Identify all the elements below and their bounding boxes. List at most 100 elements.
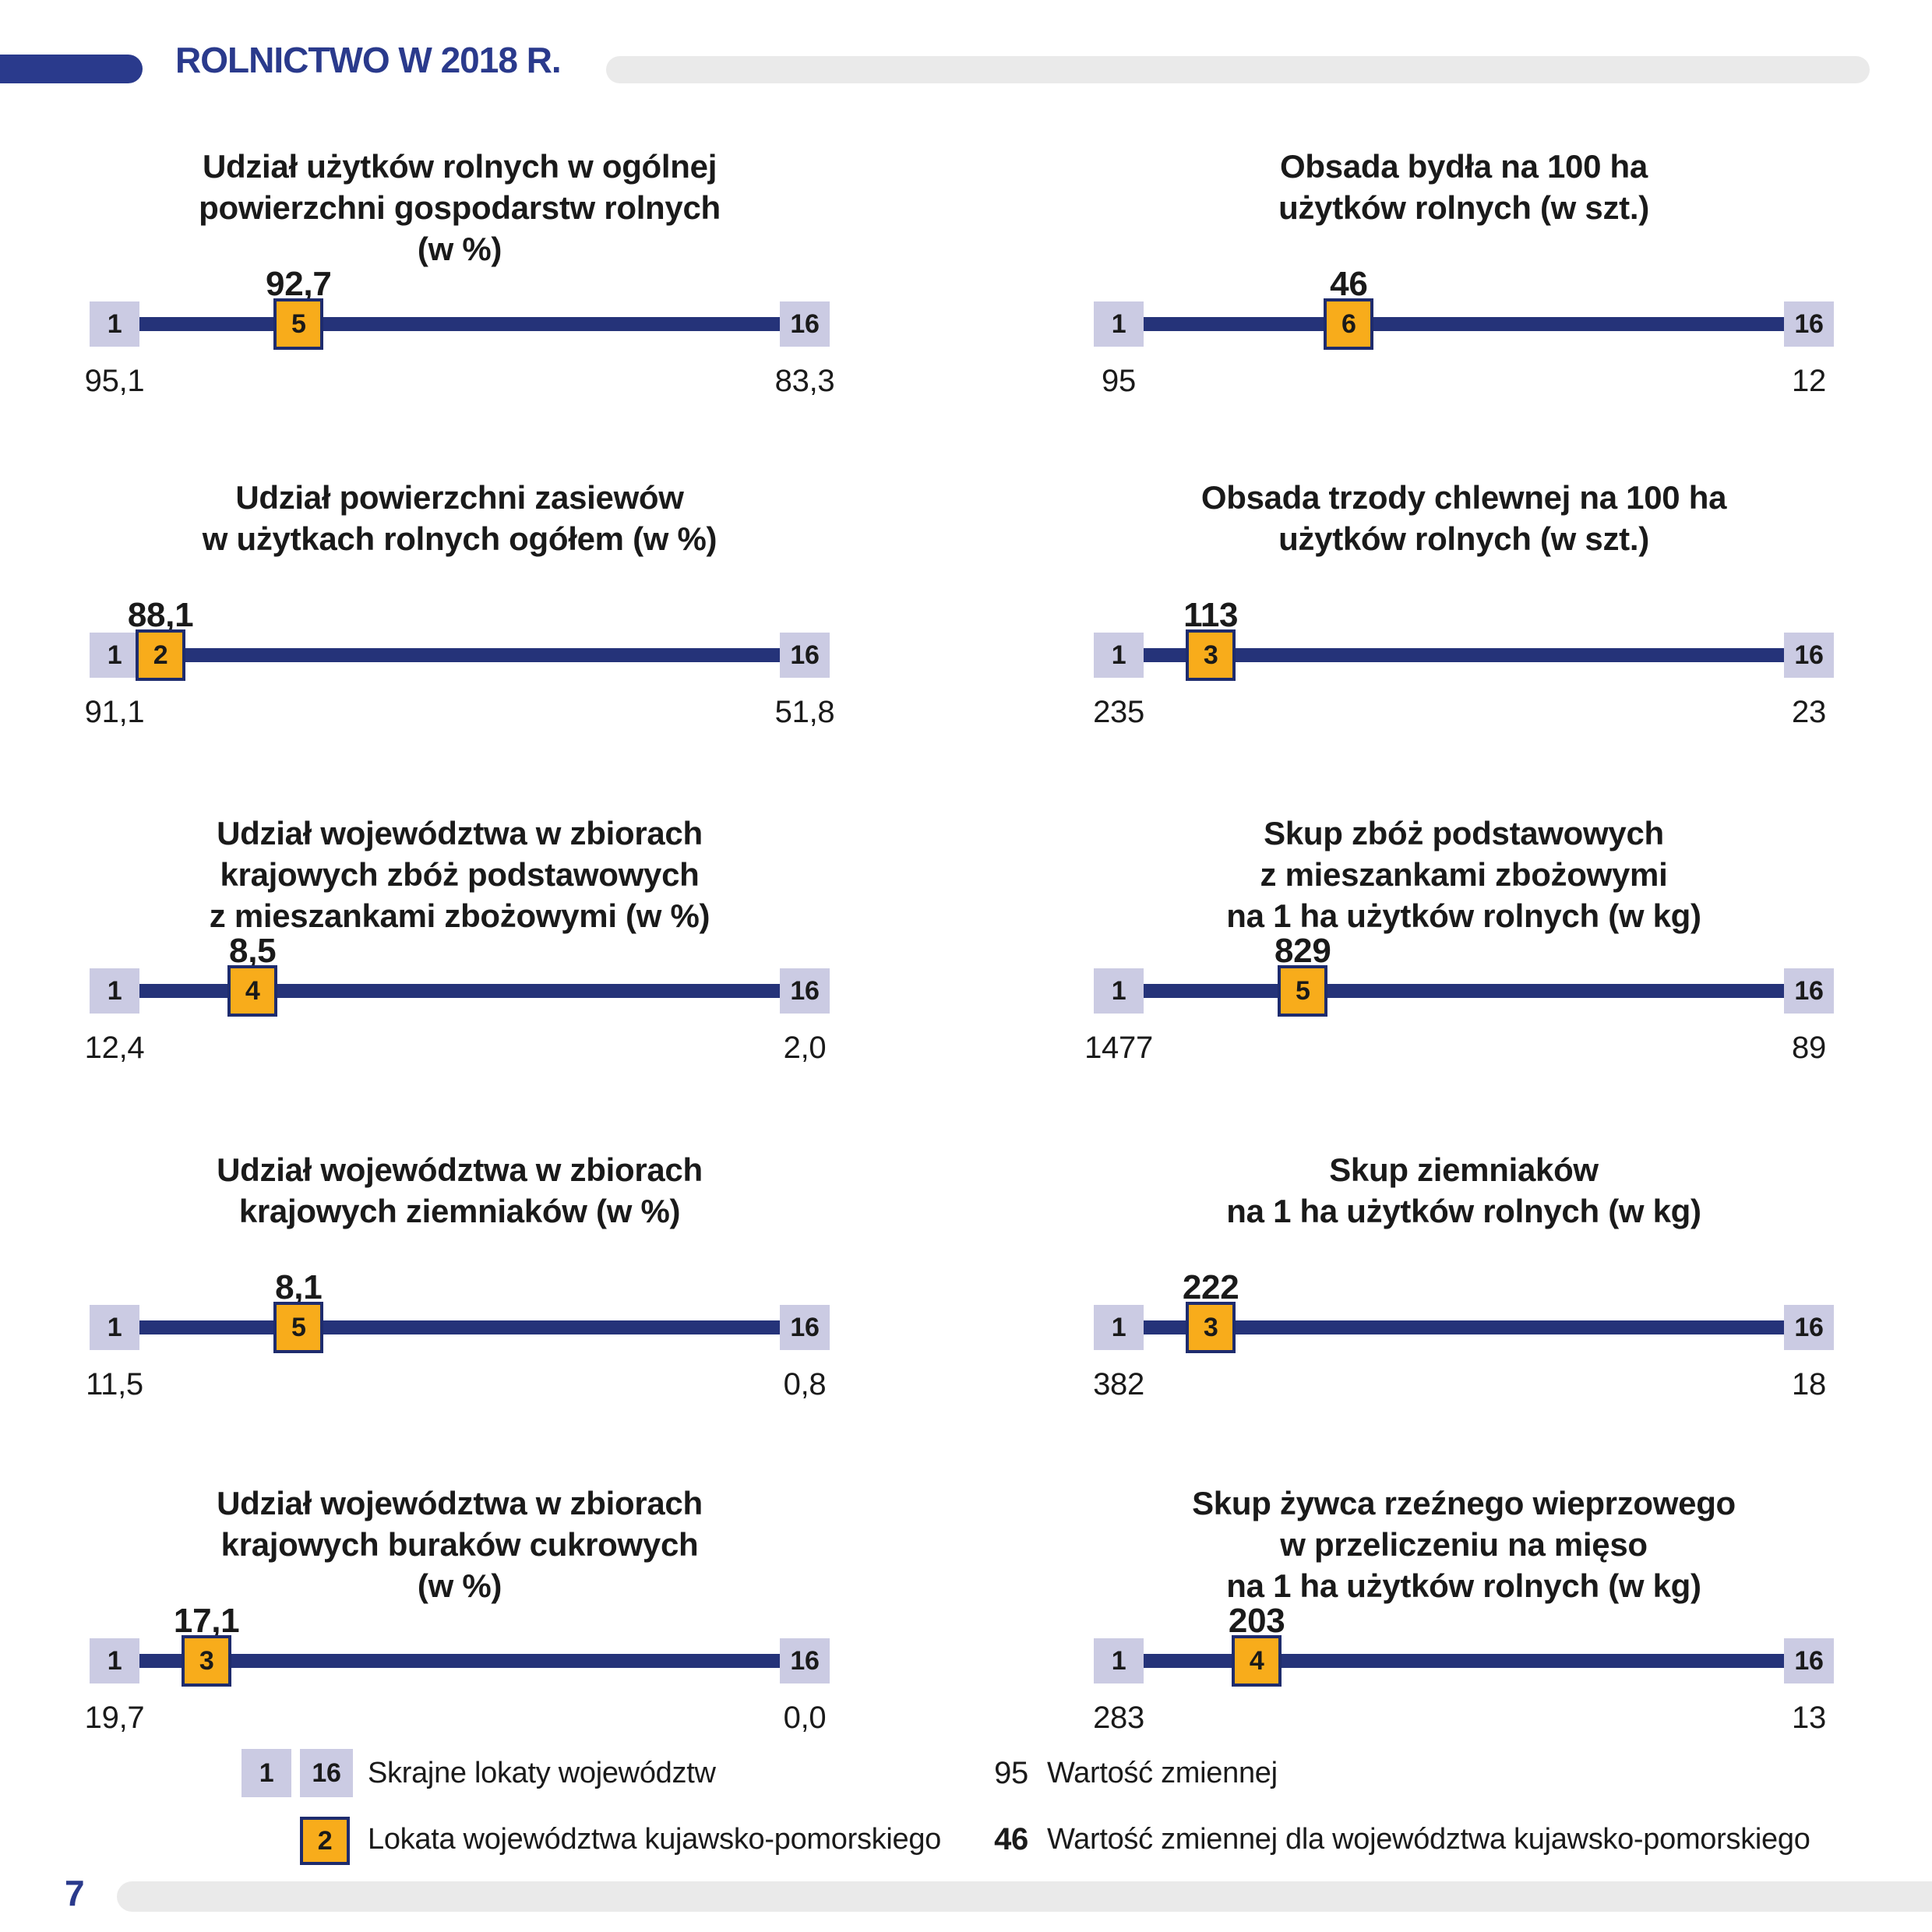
kp-rank-marker: 3 [182,1635,232,1687]
rank-slider-chart: Udział województwa w zbiorach krajowych z… [85,813,830,1077]
kp-rank-marker: 3 [1186,629,1236,681]
kp-value-label: 88,1 [127,596,194,634]
kp-value-label: 46 [1330,265,1368,303]
rank-last-box: 16 [1784,968,1834,1014]
chart-title-line: (w %) [417,1567,502,1604]
kp-rank-marker: 5 [1278,965,1328,1017]
rank-slider-chart: Udział użytków rolnych w ogólnej powierzc… [85,146,835,411]
rank-first-box: 1 [1094,1638,1144,1683]
chart-title-line: na 1 ha użytków rolnych (w kg) [1226,1567,1701,1604]
rank-last-box: 16 [780,301,830,347]
chart-title-line: na 1 ha użytków rolnych (w kg) [1226,897,1701,934]
legend-rank-first-box: 1 [242,1749,291,1797]
chart-title-line: w przeliczeniu na mięso [1280,1526,1648,1563]
value-at-rank1: 95,1 [84,364,145,398]
value-at-rank1: 283 [1093,1701,1144,1735]
chart-title-line: Skup żywca rzeźnego wieprzowego [1192,1485,1736,1521]
rank-first-box: 1 [1094,633,1144,678]
kp-value-label: 222 [1182,1268,1239,1306]
rank-slider-chart: Obsada bydła na 100 ha użytków rolnych (w… [1094,146,1834,411]
rank-slider-chart: Obsada trzody chlewnej na 100 ha użytków … [1093,477,1834,742]
value-at-rank16: 51,8 [774,695,835,729]
rank-first-box: 1 [90,1638,139,1683]
rank-last-box: 16 [780,633,830,678]
chart-title-line: Udział województwa w zbiorach [217,815,703,851]
rank-last-box: 16 [1784,301,1834,347]
end-values: 95 12 [1094,364,1834,403]
slider-track [115,1320,805,1334]
rank-slider: 1 16 6 [1094,298,1834,350]
chart-title-line: Obsada bydła na 100 ha [1280,148,1648,185]
end-values: 382 18 [1093,1367,1834,1406]
chart-title: Udział województwa w zbiorach krajowych b… [12,1482,908,1606]
rank-slider: 1 16 3 [1094,629,1834,681]
rank-slider-chart: Udział województwa w zbiorach krajowych z… [86,1149,830,1414]
rank-slider: 1 16 3 [1094,1302,1834,1353]
end-values: 95,1 83,3 [85,364,835,403]
chart-title: Skup żywca rzeźnego wieprzowego w przelic… [1016,1482,1912,1606]
rank-first-box: 1 [90,1305,139,1350]
chart-title-line: użytków rolnych (w szt.) [1278,189,1649,226]
kp-rank-marker: 4 [1232,1635,1282,1687]
value-at-rank1: 11,5 [86,1367,143,1401]
kp-value-label: 8,1 [275,1268,323,1306]
rank-last-box: 16 [780,1638,830,1683]
slider-track [1119,1320,1809,1334]
kp-rank-marker: 3 [1186,1302,1236,1353]
legend-rank-last-box: 16 [300,1749,353,1797]
chart-title-line: Skup ziemniaków [1329,1151,1599,1188]
kp-value-label: 92,7 [266,265,332,303]
rank-last-box: 16 [780,968,830,1014]
header-accent-bar [0,55,143,83]
value-at-rank1: 19,7 [84,1701,145,1735]
chart-title-line: Udział użytków rolnych w ogólnej [202,148,717,185]
legend-kp-rank-box: 2 [300,1817,350,1865]
end-values: 283 13 [1093,1701,1834,1740]
chart-title-line: Udział województwa w zbiorach [217,1151,703,1188]
end-values: 1477 89 [1084,1031,1834,1070]
chart-title-line: na 1 ha użytków rolnych (w kg) [1226,1193,1701,1229]
chart-title: Skup zbóż podstawowych z mieszankami zboż… [1016,813,1912,936]
rank-last-box: 16 [1784,1638,1834,1683]
value-at-rank16: 83,3 [774,364,835,398]
page-number: 7 [65,1873,85,1913]
value-at-rank16: 23 [1792,695,1826,729]
value-at-rank16: 0,8 [783,1367,827,1401]
slider-track [1119,984,1809,998]
rank-slider-chart: Skup żywca rzeźnego wieprzowego w przelic… [1093,1482,1834,1747]
rank-slider: 1 16 4 [90,965,830,1017]
chart-title-line: w użytkach rolnych ogółem (w %) [202,520,717,557]
kp-value-label: 113 [1183,596,1239,634]
legend-kp-rank-label: Lokata województwa kujawsko-pomorskiego [368,1823,941,1856]
value-at-rank1: 235 [1093,695,1144,729]
rank-first-box: 1 [90,301,139,347]
chart-title: Udział powierzchni zasiewów w użytkach ro… [12,477,908,559]
value-at-rank16: 18 [1792,1367,1826,1401]
chart-title: Udział województwa w zbiorach krajowych z… [12,813,908,936]
slider-track [115,1654,805,1668]
value-at-rank1: 382 [1093,1367,1144,1401]
header-rule [606,56,1870,83]
chart-title-line: użytków rolnych (w szt.) [1278,520,1649,557]
value-at-rank16: 12 [1792,364,1826,398]
chart-title: Obsada bydła na 100 ha użytków rolnych (w… [1016,146,1912,228]
kp-value-label: 829 [1274,932,1331,970]
kp-value-label: 17,1 [173,1602,240,1640]
value-at-rank16: 2,0 [783,1031,827,1065]
rank-slider: 1 16 5 [90,1302,830,1353]
chart-title-line: Udział województwa w zbiorach [217,1485,703,1521]
rank-first-box: 1 [90,633,139,678]
slider-track [115,317,805,331]
slider-track [1119,648,1809,662]
legend-extremes-label: Skrajne lokaty województw [368,1757,716,1789]
rank-last-box: 16 [780,1305,830,1350]
chart-title-line: krajowych buraków cukrowych [220,1526,699,1563]
rank-last-box: 16 [1784,1305,1834,1350]
chart-title-line: z mieszankami zbożowymi [1260,856,1668,893]
end-values: 91,1 51,8 [85,695,835,734]
rank-slider: 1 16 5 [1094,965,1834,1017]
rank-slider-chart: Skup ziemniaków na 1 ha użytków rolnych (… [1093,1149,1834,1414]
value-at-rank16: 0,0 [783,1701,827,1735]
value-at-rank16: 89 [1792,1031,1826,1065]
